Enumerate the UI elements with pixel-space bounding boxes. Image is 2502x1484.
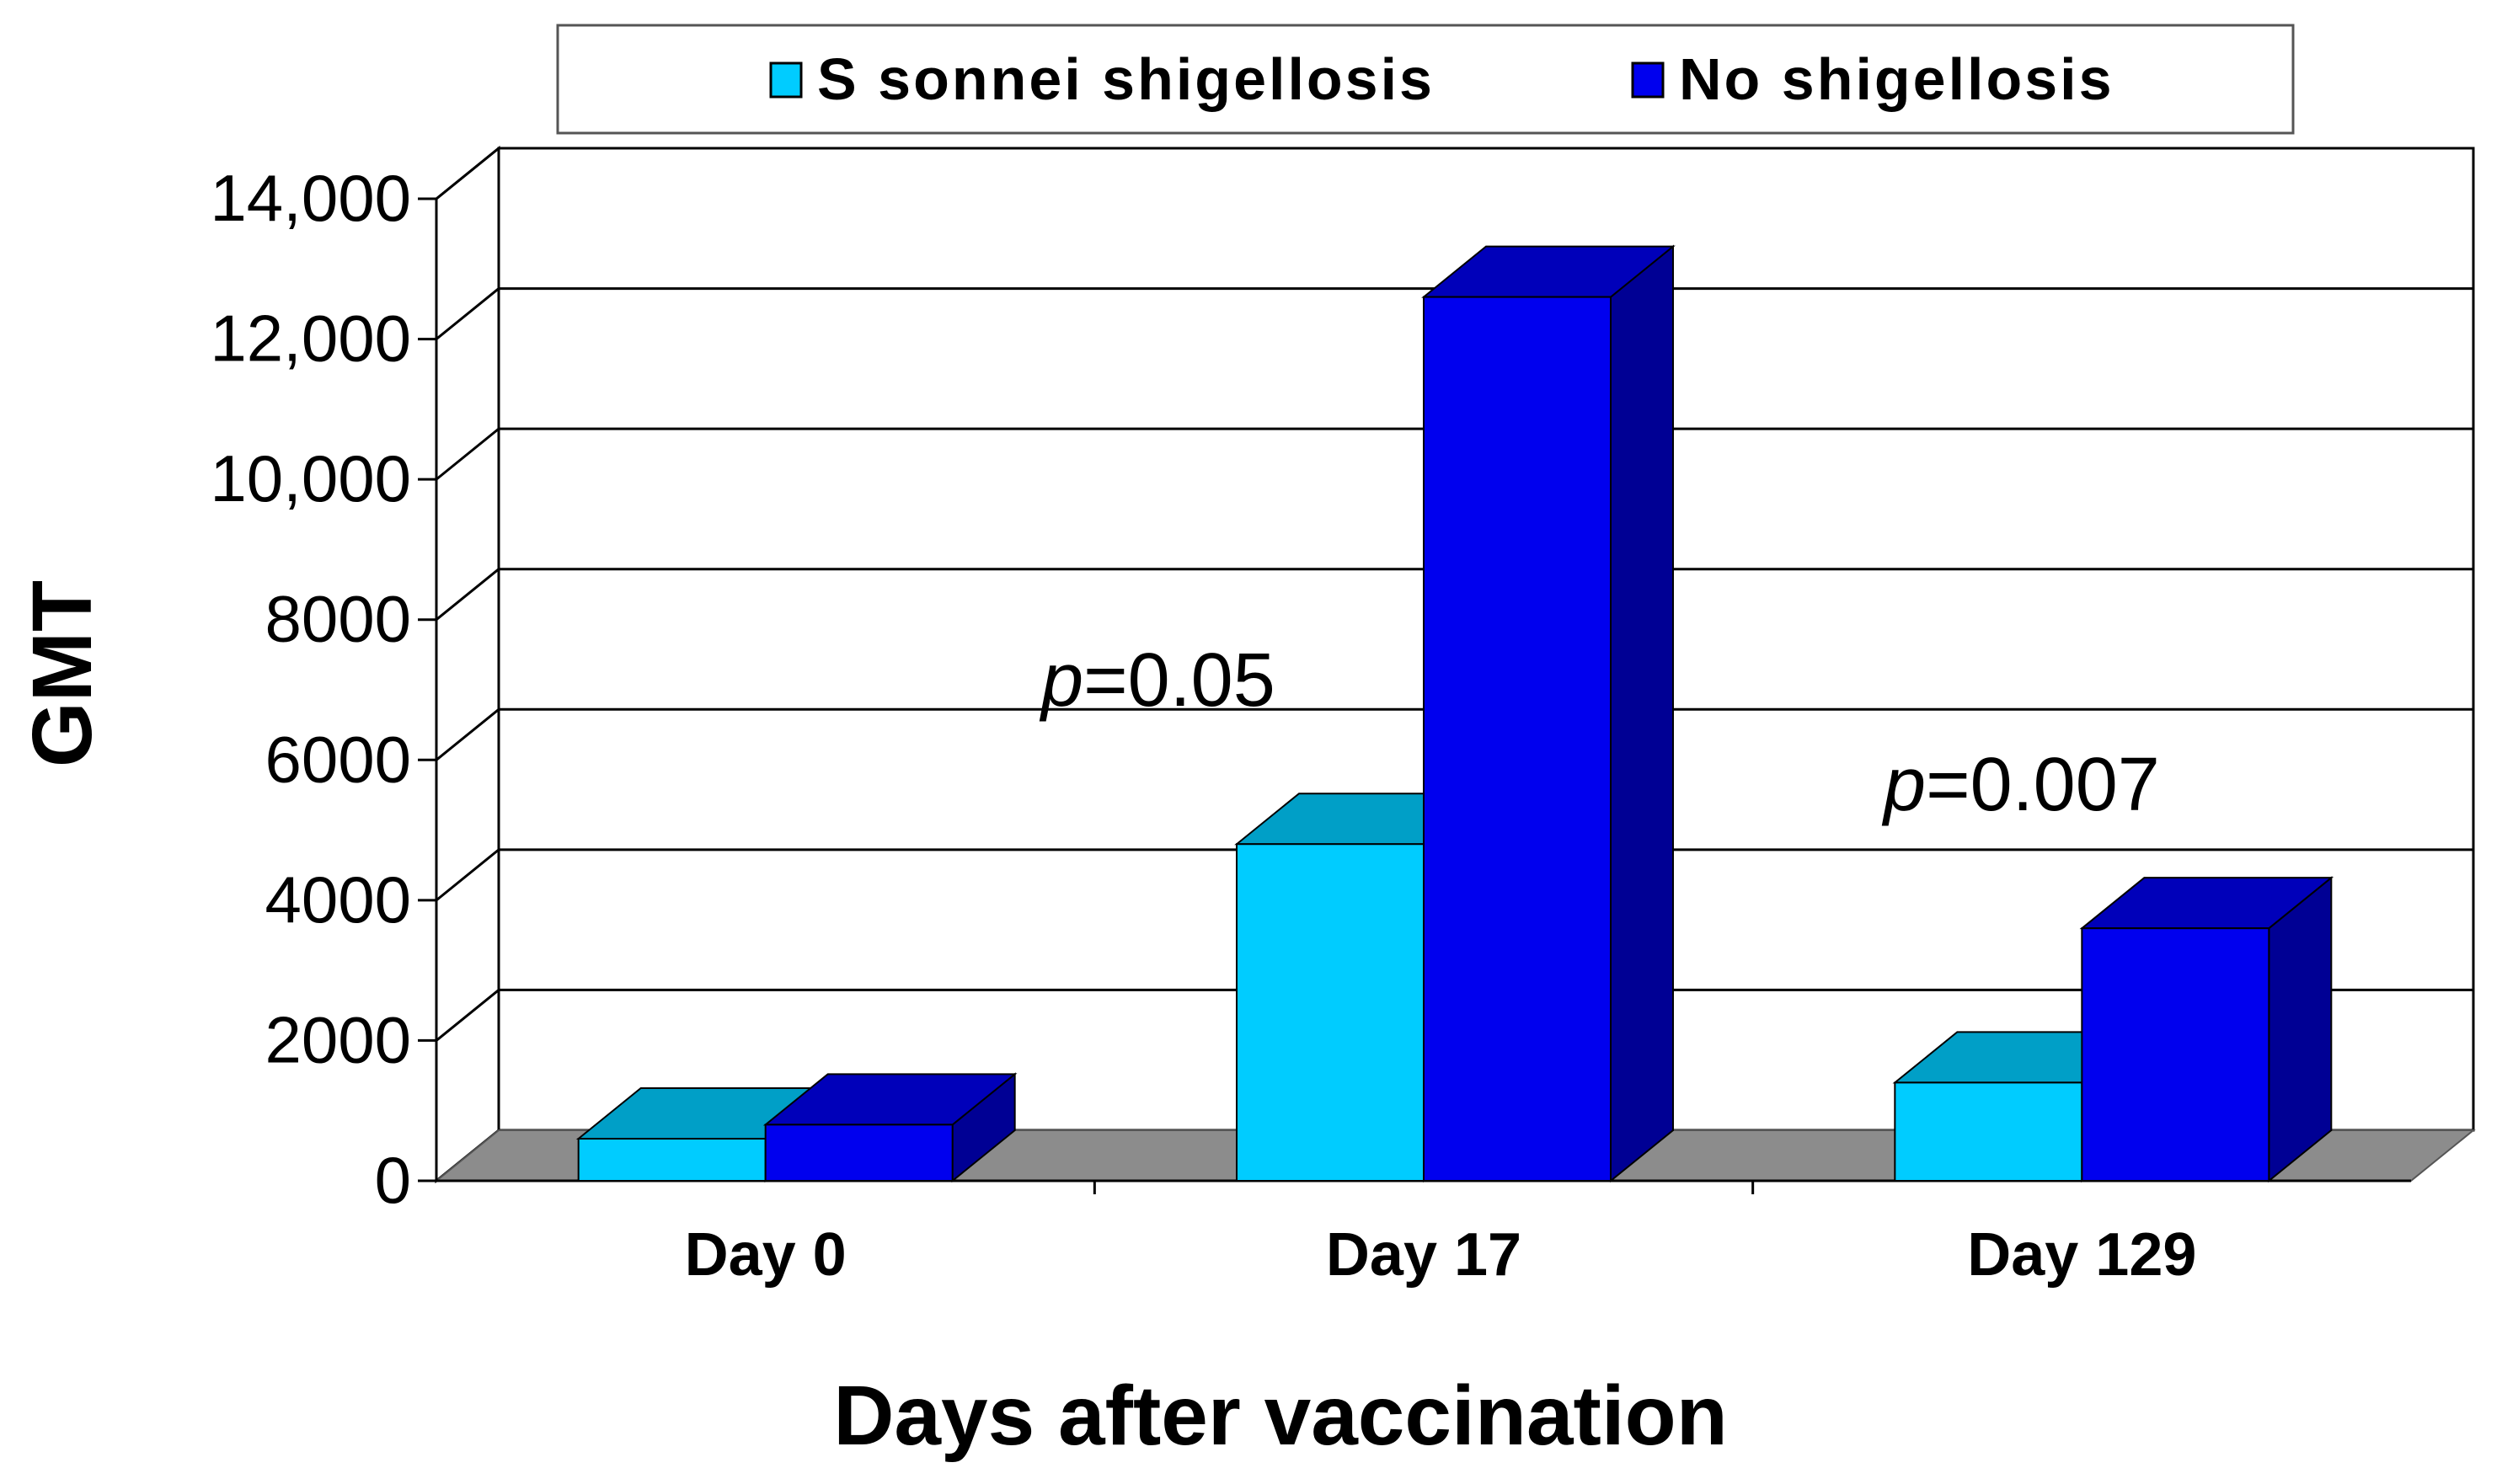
y-tick-label: 10,000 — [210, 441, 411, 515]
gridline-side — [436, 708, 500, 761]
p-value-text: =0.05 — [1083, 638, 1275, 723]
bar-front — [1423, 296, 1612, 1182]
gridline-side — [436, 147, 500, 200]
x-tick-label: Day 0 — [685, 1221, 847, 1289]
p-value-text: =0.007 — [1926, 743, 2160, 827]
left-wall — [435, 145, 500, 1184]
y-tick-label: 12,000 — [210, 302, 411, 376]
y-tick-label: 0 — [375, 1143, 411, 1217]
x-tick-label: Day 17 — [1326, 1221, 1521, 1289]
legend-box — [556, 24, 2295, 135]
p-symbol: p — [1039, 638, 1083, 723]
y-tick-label: 2000 — [265, 1002, 411, 1076]
bars — [575, 244, 2334, 1183]
gridline-side — [436, 568, 500, 621]
p-symbol: p — [1881, 743, 1926, 827]
x-tick-label: Day 129 — [1967, 1221, 2196, 1289]
gridline-side — [436, 848, 500, 902]
y-tick-label: 6000 — [265, 722, 411, 796]
x-axis-title: Days after vaccination — [833, 1369, 1728, 1463]
bar-side — [2268, 876, 2333, 1183]
legend-swatch-no-shigellosis — [1631, 61, 1665, 99]
bar-side — [1610, 244, 1674, 1183]
bar-day-129-no-shigellosis — [2079, 876, 2334, 1183]
gridline-side — [436, 427, 500, 481]
y-tick-label: 4000 — [265, 862, 411, 937]
legend-label-s-sonnei: S sonnei shigellosis — [817, 46, 1435, 112]
y-tick-label: 14,000 — [210, 161, 411, 235]
p-value-annotation-day17: p=0.05 — [1039, 638, 1275, 723]
bar-day-17-no-shigellosis — [1421, 244, 1676, 1183]
legend-swatch-s-sonnei — [769, 61, 803, 99]
bar-front — [577, 1138, 767, 1182]
bar-front — [1236, 843, 1425, 1182]
annotations: p=0.05 p=0.007 — [1039, 638, 2160, 827]
p-value-annotation-day129: p=0.007 — [1881, 743, 2160, 827]
gridline-side — [436, 287, 500, 340]
bar-front — [764, 1124, 954, 1182]
y-axis-ticks: 0 2000 4000 6000 8000 10,000 12,000 14,000 — [210, 161, 438, 1217]
gridline-side — [436, 989, 500, 1042]
bar-front — [1894, 1081, 2083, 1182]
bar-front — [2081, 927, 2270, 1182]
bar-day-0-no-shigellosis — [762, 1072, 1018, 1183]
y-tick-label: 8000 — [265, 582, 411, 656]
y-axis-title: GMT — [15, 580, 110, 767]
legend: S sonnei shigellosis No shigellosis — [556, 24, 2295, 135]
legend-label-no-shigellosis: No shigellosis — [1679, 46, 2114, 112]
x-axis-categories: Day 0 Day 17 Day 129 — [685, 1181, 2196, 1289]
